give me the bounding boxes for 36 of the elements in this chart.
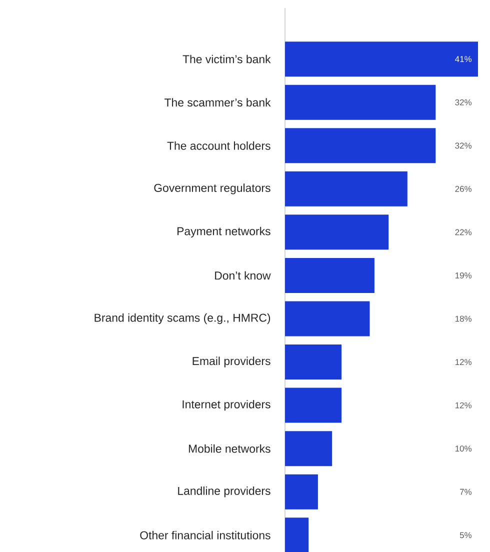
y-tick-label: The victim’s bank	[182, 54, 271, 64]
data-label: 32%	[455, 99, 472, 106]
data-label: 32%	[455, 142, 472, 149]
y-tick-label: Internet providers	[182, 400, 270, 411]
data-label: 19%	[455, 272, 472, 278]
y-tick-label: Email providers	[192, 356, 270, 368]
y-tick-label: Don’t know	[215, 271, 271, 280]
bar	[285, 171, 408, 206]
bar	[285, 474, 318, 510]
y-tick-label: Brand identity scams (e.g., HMRC)	[94, 313, 270, 324]
bar	[285, 214, 389, 250]
data-label: 26%	[455, 186, 472, 192]
y-tick-label: Landline providers	[178, 486, 270, 498]
y-tick-label: Mobile networks	[188, 444, 270, 453]
bar	[285, 258, 374, 293]
bar	[285, 388, 342, 423]
y-tick-label: Government regulators	[154, 184, 270, 194]
bar	[285, 42, 478, 77]
data-label: 41%	[455, 56, 472, 62]
data-label: 18%	[455, 316, 472, 322]
bar	[285, 344, 342, 380]
y-tick-label: The account holders	[167, 141, 270, 150]
bar	[285, 518, 309, 552]
bar	[285, 431, 332, 466]
bar	[285, 301, 370, 336]
y-tick-label: Payment networks	[177, 226, 270, 238]
data-label: 12%	[455, 359, 472, 365]
bar	[285, 84, 436, 120]
y-tick-label: Other financial institutions	[140, 530, 270, 540]
data-label: 22%	[455, 229, 472, 236]
data-label: 12%	[455, 402, 472, 408]
bar	[285, 128, 436, 164]
data-label: 5%	[460, 532, 472, 538]
data-label: 10%	[455, 446, 472, 452]
data-label: 7%	[460, 488, 472, 495]
y-tick-label: The scammer’s bank	[164, 98, 271, 107]
